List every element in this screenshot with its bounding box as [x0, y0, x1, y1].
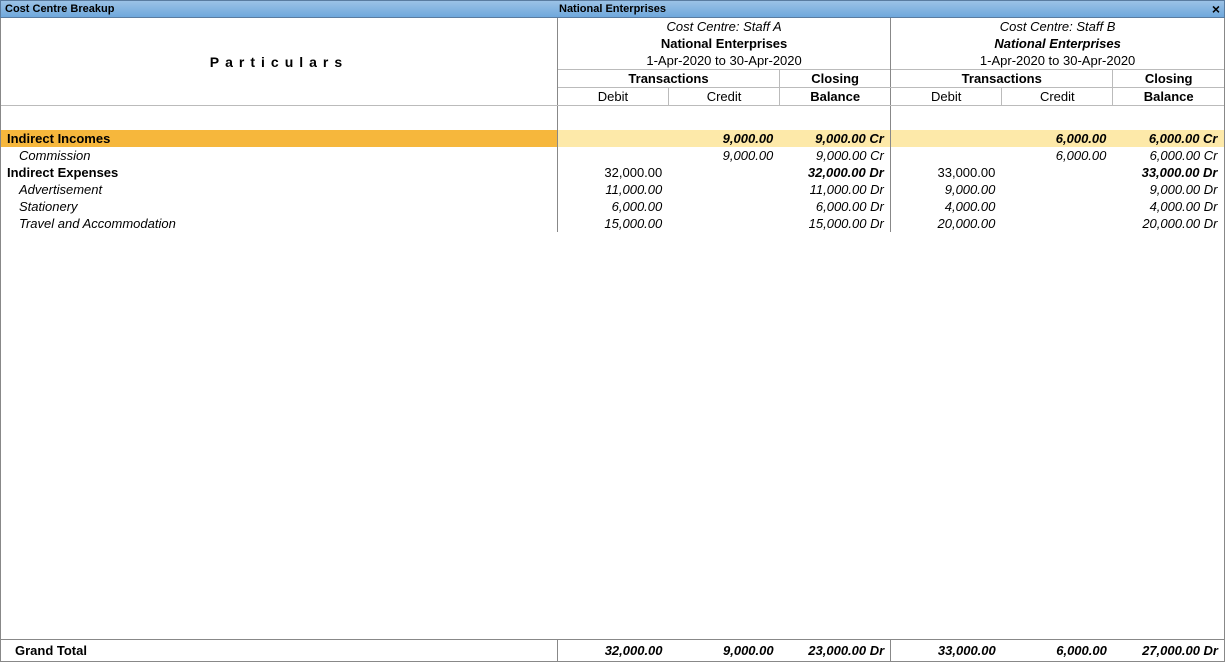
balance-cell: 9,000.00 Cr: [779, 130, 890, 147]
credit-cell: [1001, 215, 1112, 232]
report-body-table: Indirect Incomes9,000.009,000.00 Cr6,000…: [1, 106, 1224, 232]
debit-cell: 9,000.00: [890, 181, 1001, 198]
cc-a-debit-label: Debit: [557, 88, 668, 106]
title-left: Cost Centre Breakup: [5, 3, 114, 15]
balance-cell: 11,000.00 Dr: [779, 181, 890, 198]
balance-cell: 32,000.00 Dr: [779, 164, 890, 181]
balance-cell: 6,000.00 Cr: [1112, 147, 1223, 164]
cc-b-balance-label: Balance: [1113, 88, 1224, 106]
balance-cell: 33,000.00 Dr: [1112, 164, 1223, 181]
table-row[interactable]: Stationery6,000.00 6,000.00 Dr4,000.00 4,0…: [1, 198, 1224, 215]
gt-a-credit: 9,000.00: [669, 640, 780, 661]
balance-cell: 6,000.00 Dr: [779, 198, 890, 215]
cc-b-line3: 1-Apr-2020 to 30-Apr-2020: [891, 52, 1224, 70]
table-row[interactable]: Indirect Expenses32,000.0032,000.00 Dr33…: [1, 164, 1224, 181]
cc-a-line1: Cost Centre: Staff A: [557, 18, 890, 35]
gt-b-debit: 33,000.00: [891, 640, 1002, 661]
gt-a-bal: 23,000.00 Dr: [780, 640, 891, 661]
cc-b-credit-label: Credit: [1002, 88, 1113, 106]
credit-cell: [668, 198, 779, 215]
grand-total-row: Grand Total 32,000.00 9,000.00 23,000.00…: [1, 640, 1224, 661]
report-body: Indirect Incomes9,000.009,000.00 Cr6,000…: [1, 106, 1224, 639]
cc-a-closing-label: Closing: [780, 70, 891, 88]
debit-cell: [557, 147, 668, 164]
balance-cell: 15,000.00 Dr: [779, 215, 890, 232]
table-row[interactable]: Indirect Incomes 9,000.009,000.00 Cr 6,000…: [1, 130, 1224, 147]
debit-cell: [890, 130, 1001, 147]
row-label: Travel and Accommodation: [1, 215, 557, 232]
debit-cell: 32,000.00: [557, 164, 668, 181]
report-panel: Particulars Cost Centre: Staff A Cost Ce…: [0, 18, 1225, 662]
row-label: Indirect Incomes: [1, 130, 557, 147]
cc-a-balance-label: Balance: [780, 88, 891, 106]
table-row[interactable]: Commission 9,000.009,000.00 Cr 6,000.006,0…: [1, 147, 1224, 164]
grand-total-label: Grand Total: [1, 640, 557, 661]
debit-cell: [557, 130, 668, 147]
credit-cell: 6,000.00: [1001, 130, 1112, 147]
cc-b-debit-label: Debit: [891, 88, 1002, 106]
credit-cell: 6,000.00: [1001, 147, 1112, 164]
report-header-table: Particulars Cost Centre: Staff A Cost Ce…: [1, 18, 1224, 106]
row-label: Indirect Expenses: [1, 164, 557, 181]
gt-a-debit: 32,000.00: [557, 640, 668, 661]
cc-b-transactions-label: Transactions: [891, 70, 1113, 88]
report-footer: Grand Total 32,000.00 9,000.00 23,000.00…: [1, 639, 1224, 661]
balance-cell: 9,000.00 Dr: [1112, 181, 1223, 198]
row-label: Advertisement: [1, 181, 557, 198]
table-row[interactable]: Travel and Accommodation15,000.00 15,000.…: [1, 215, 1224, 232]
cc-b-line1: Cost Centre: Staff B: [891, 18, 1224, 35]
cc-a-transactions-label: Transactions: [557, 70, 779, 88]
cc-a-credit-label: Credit: [669, 88, 780, 106]
title-bar: Cost Centre Breakup National Enterprises…: [0, 0, 1225, 18]
balance-cell: 20,000.00 Dr: [1112, 215, 1223, 232]
debit-cell: 20,000.00: [890, 215, 1001, 232]
credit-cell: [1001, 198, 1112, 215]
debit-cell: 15,000.00: [557, 215, 668, 232]
balance-cell: 4,000.00 Dr: [1112, 198, 1223, 215]
debit-cell: 11,000.00: [557, 181, 668, 198]
gt-b-bal: 27,000.00 Dr: [1113, 640, 1224, 661]
debit-cell: 33,000.00: [890, 164, 1001, 181]
credit-cell: [1001, 181, 1112, 198]
row-label: Stationery: [1, 198, 557, 215]
credit-cell: [668, 181, 779, 198]
debit-cell: [890, 147, 1001, 164]
credit-cell: 9,000.00: [668, 147, 779, 164]
title-center: National Enterprises: [559, 3, 666, 15]
debit-cell: 6,000.00: [557, 198, 668, 215]
balance-cell: 9,000.00 Cr: [779, 147, 890, 164]
cc-a-line2: National Enterprises: [557, 35, 890, 52]
row-label: Commission: [1, 147, 557, 164]
cc-a-line3: 1-Apr-2020 to 30-Apr-2020: [557, 52, 890, 70]
credit-cell: [668, 164, 779, 181]
gt-b-credit: 6,000.00: [1002, 640, 1113, 661]
cc-b-line2: National Enterprises: [891, 35, 1224, 52]
debit-cell: 4,000.00: [890, 198, 1001, 215]
cc-b-closing-label: Closing: [1113, 70, 1224, 88]
credit-cell: [1001, 164, 1112, 181]
close-icon[interactable]: ×: [1212, 2, 1220, 16]
balance-cell: 6,000.00 Cr: [1112, 130, 1223, 147]
credit-cell: 9,000.00: [668, 130, 779, 147]
particulars-heading: Particulars: [1, 18, 557, 106]
credit-cell: [668, 215, 779, 232]
table-row[interactable]: Advertisement11,000.0011,000.00 Dr9,000.…: [1, 181, 1224, 198]
